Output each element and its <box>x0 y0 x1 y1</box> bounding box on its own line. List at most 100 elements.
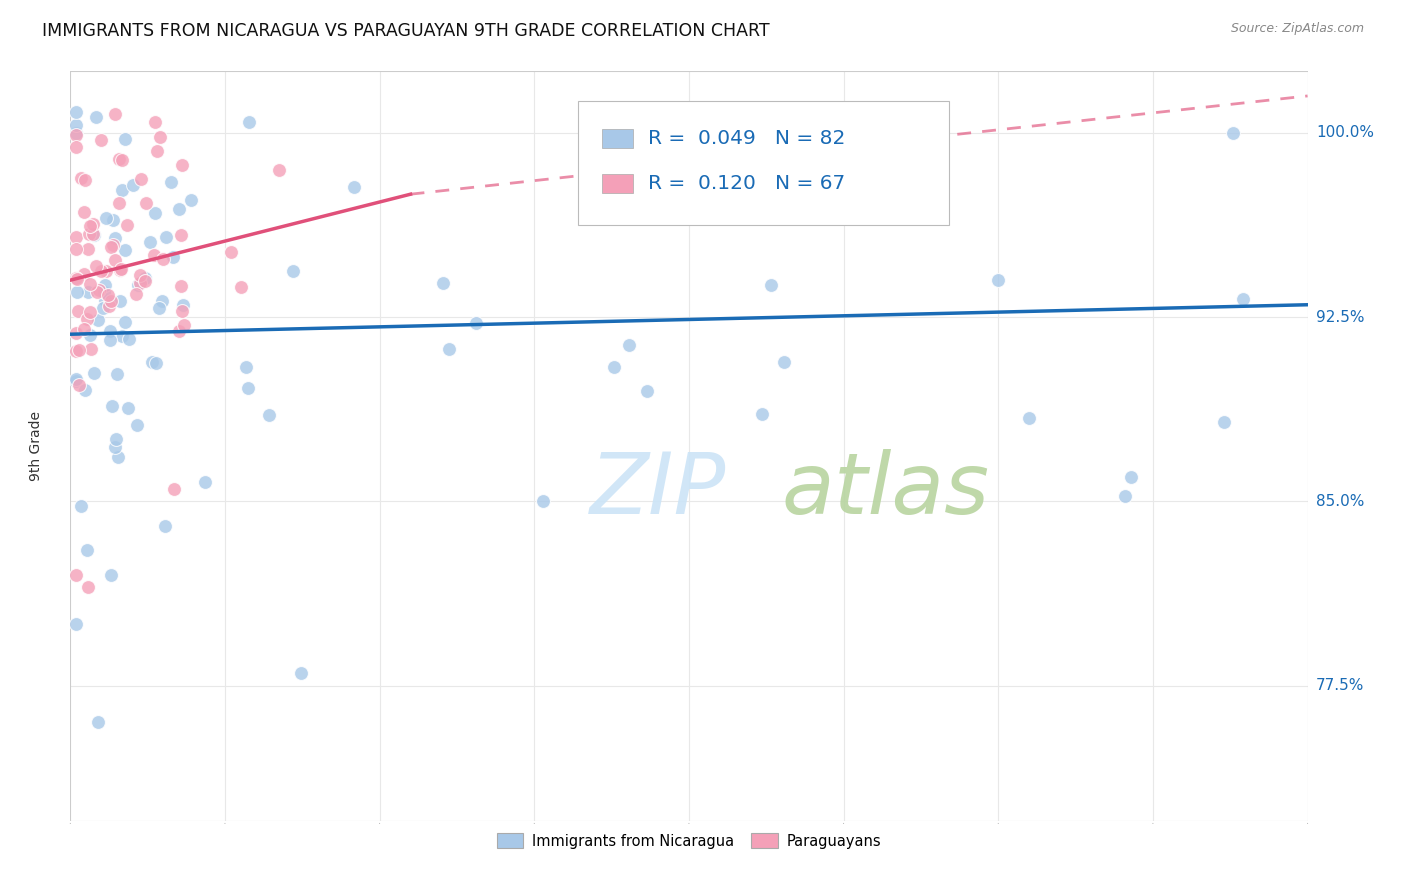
Point <box>91 301 114 315</box>
Point <box>257 408 280 422</box>
Point <box>79 219 101 233</box>
Point <box>143 248 166 262</box>
Point <box>103 238 125 252</box>
Point <box>94 293 117 307</box>
Text: IMMIGRANTS FROM NICARAGUA VS PARAGUAYAN 9TH GRADE CORRELATION CHART: IMMIGRANTS FROM NICARAGUA VS PARAGUAYAN … <box>42 22 770 40</box>
Point <box>65 126 87 140</box>
Text: atlas: atlas <box>782 450 990 533</box>
Point <box>235 359 257 374</box>
Point <box>94 264 117 278</box>
Point <box>170 227 193 242</box>
Point <box>65 374 87 388</box>
FancyBboxPatch shape <box>602 129 633 148</box>
Point <box>111 153 134 167</box>
Text: 9th Grade: 9th Grade <box>28 411 42 481</box>
Point <box>167 202 190 216</box>
Point <box>163 482 186 496</box>
Point <box>111 183 134 197</box>
Point <box>135 196 157 211</box>
Point <box>100 294 122 309</box>
Point <box>1232 292 1254 306</box>
Point <box>437 342 460 356</box>
Point <box>155 230 177 244</box>
Point <box>86 285 108 299</box>
Point <box>67 343 90 357</box>
Point <box>69 171 91 186</box>
Text: R =  0.120   N = 67: R = 0.120 N = 67 <box>648 174 845 194</box>
Point <box>79 277 101 291</box>
Point <box>124 287 146 301</box>
Point <box>100 240 122 254</box>
Point <box>153 519 176 533</box>
Point <box>772 354 794 368</box>
Point <box>267 163 290 178</box>
Point <box>172 298 194 312</box>
Point <box>65 128 87 143</box>
Point <box>76 312 98 326</box>
Point <box>77 243 100 257</box>
Point <box>89 283 111 297</box>
Point <box>117 401 139 415</box>
Point <box>104 231 127 245</box>
Point <box>65 104 87 119</box>
Point <box>134 274 156 288</box>
Point <box>105 367 128 381</box>
Point <box>98 333 121 347</box>
Point <box>159 175 181 189</box>
Point <box>108 152 131 166</box>
Point <box>75 173 97 187</box>
Point <box>117 218 139 232</box>
Point <box>162 250 184 264</box>
Point <box>65 343 87 358</box>
Point <box>87 715 110 730</box>
FancyBboxPatch shape <box>602 175 633 193</box>
Point <box>104 107 127 121</box>
Legend: Immigrants from Nicaragua, Paraguayans: Immigrants from Nicaragua, Paraguayans <box>491 828 887 855</box>
Point <box>101 213 124 227</box>
Point <box>194 475 217 489</box>
Text: 92.5%: 92.5% <box>1316 310 1364 325</box>
Point <box>987 273 1010 287</box>
Point <box>150 293 173 308</box>
Point <box>65 568 87 582</box>
Point <box>65 372 87 386</box>
Text: 100.0%: 100.0% <box>1316 125 1374 140</box>
Point <box>65 140 87 154</box>
Point <box>73 268 96 282</box>
Point <box>98 299 121 313</box>
Point <box>1121 470 1143 484</box>
Point <box>110 262 132 277</box>
Point <box>141 354 163 368</box>
Point <box>111 328 134 343</box>
Point <box>122 178 145 192</box>
Point <box>79 342 101 356</box>
Text: 85.0%: 85.0% <box>1316 494 1364 508</box>
Point <box>83 227 105 242</box>
Point <box>636 384 658 399</box>
Point <box>75 383 97 397</box>
Point <box>172 158 194 172</box>
Point <box>79 305 101 319</box>
Point <box>83 366 105 380</box>
Point <box>98 324 121 338</box>
Point <box>107 450 129 465</box>
Point <box>231 280 253 294</box>
Point <box>94 211 117 225</box>
Point <box>1018 411 1040 425</box>
Point <box>76 543 98 558</box>
Point <box>1222 126 1244 140</box>
Point <box>128 277 150 291</box>
Point <box>238 115 260 129</box>
Point <box>70 499 93 513</box>
Point <box>73 205 96 219</box>
Point <box>104 432 127 446</box>
Point <box>65 242 87 256</box>
Point <box>65 119 87 133</box>
Point <box>90 264 112 278</box>
Point <box>134 270 156 285</box>
Point <box>1114 489 1136 503</box>
Point <box>110 261 132 276</box>
Point <box>114 243 136 257</box>
Point <box>221 245 243 260</box>
Point <box>118 332 141 346</box>
